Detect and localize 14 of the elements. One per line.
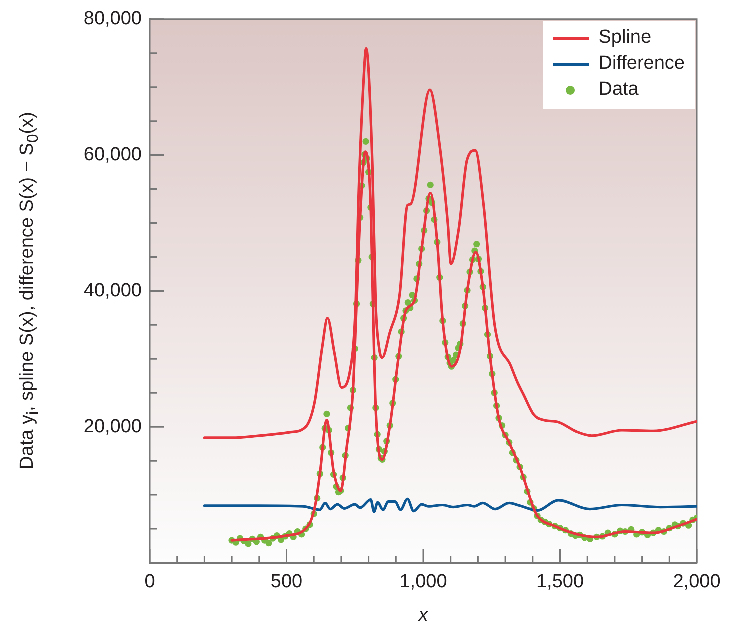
x-tick-label: 1,500 [536,572,584,593]
x-tick-label: 2,000 [673,572,721,593]
y-tick-label: 40,000 [84,280,142,302]
x-tick-label: 0 [144,572,156,593]
line-series [203,498,697,514]
legend-label: Data [598,79,639,102]
legend-label: Difference [598,53,685,76]
legend-label: Spline [598,27,652,50]
y-tick-label: 80,000 [84,8,142,30]
x-tick-label: 500 [270,572,303,593]
x-axis-title: x [418,604,430,626]
y-tick-label: 60,000 [84,144,142,166]
y-tick-label: 20,000 [84,416,142,438]
x-tick-label: 1,000 [400,572,448,593]
